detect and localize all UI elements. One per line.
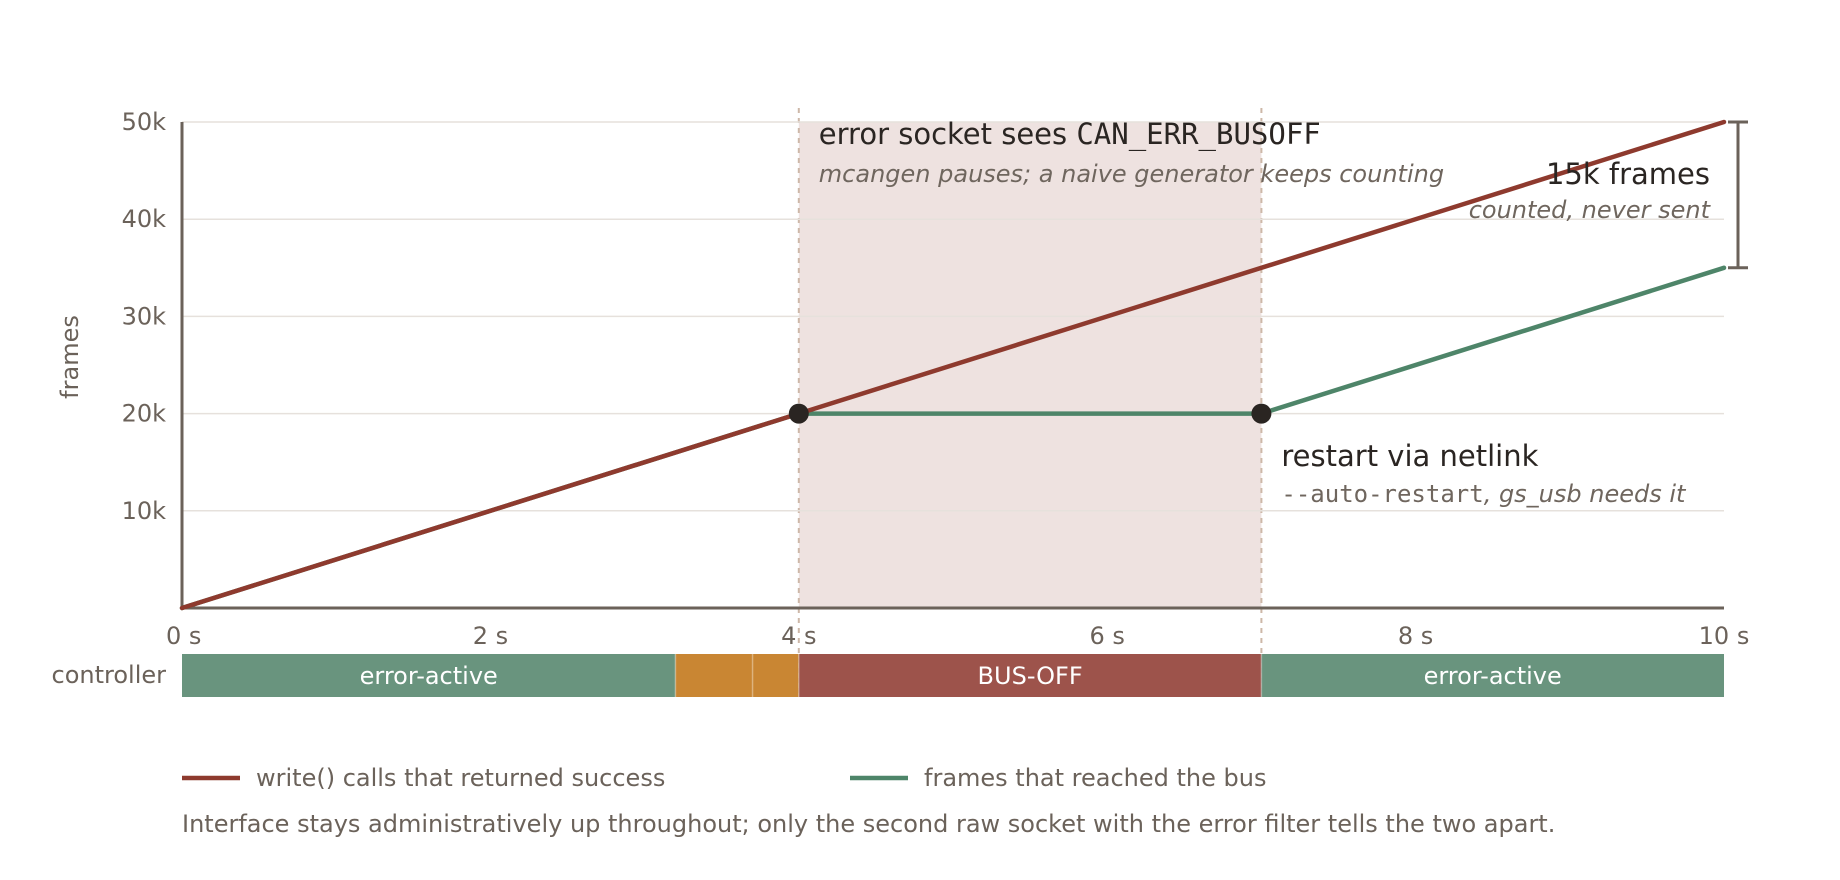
series-lines xyxy=(179,119,1727,611)
y-tick-label-0: 10k xyxy=(122,497,167,525)
restart-annotation-code: --auto-restart xyxy=(1281,480,1483,508)
gap-annotation-title: 15k frames xyxy=(1546,157,1710,191)
x-tick-label-4: 8 s xyxy=(1398,622,1433,650)
strip-segment-label-0: error-active xyxy=(360,662,498,690)
x-tick-label-3: 6 s xyxy=(1089,622,1124,650)
strip-segment-2 xyxy=(752,654,799,697)
restart-annotation-title: restart via netlink xyxy=(1281,439,1538,473)
strip-segment-0 xyxy=(182,654,676,697)
busoff-annotation-subtitle: mcangen pauses; a naive generator keeps … xyxy=(819,160,1444,188)
x-tick-label-5: 10 s xyxy=(1699,622,1750,650)
annotations: error socket sees CAN_ERR_BUSOFFmcangen … xyxy=(819,117,1748,508)
busoff-annotation-code: CAN_ERR_BUSOFF xyxy=(1076,117,1320,152)
legend: write() calls that returned success frame… xyxy=(182,764,1266,792)
axes: 10k 20k 30k 40k 50k 0 s 2 s 4 s 6 s 8 s 10 s frames xyxy=(56,108,1749,650)
controller-strip-label: controller xyxy=(52,661,167,689)
y-tick-label-4: 50k xyxy=(122,108,167,136)
strip-segment-3 xyxy=(798,654,1262,697)
legend-label-0: write() calls that returned success xyxy=(256,764,665,792)
x-tick-label-1: 2 s xyxy=(473,622,508,650)
restart-annotation-subtitle: --auto-restart, gs_usb needs it xyxy=(1281,480,1687,508)
strip-segment-4 xyxy=(1261,654,1724,697)
busoff-region-group xyxy=(797,108,1263,698)
strip-segment-label-4: error-active xyxy=(1424,662,1562,690)
controller-strip: controller error-active BUS-OFF error-activ… xyxy=(52,654,1724,697)
restart-annotation-rest: , gs_usb needs it xyxy=(1484,480,1687,508)
series-line-0 xyxy=(179,119,1727,611)
busoff-shaded-region xyxy=(798,122,1262,608)
legend-label-1: frames that reached the bus xyxy=(924,764,1266,792)
x-tick-label-2: 4 s xyxy=(781,622,816,650)
y-tick-label-3: 40k xyxy=(122,205,167,233)
gap-annotation-subtitle: counted, never sent xyxy=(1469,196,1712,224)
strip-segment-1 xyxy=(675,654,753,697)
marker-point-0 xyxy=(788,403,809,424)
x-tick-label-0: 0 s xyxy=(166,622,201,650)
strip-segment-label-3: BUS-OFF xyxy=(978,662,1083,690)
y-tick-label-2: 30k xyxy=(122,302,167,330)
busoff-annotation-title: error socket sees CAN_ERR_BUSOFF xyxy=(819,117,1321,152)
point-markers xyxy=(788,403,1272,424)
marker-point-1 xyxy=(1251,403,1272,424)
y-tick-label-1: 20k xyxy=(122,400,167,428)
busoff-annotation-prefix: error socket sees xyxy=(819,117,1077,151)
chart-caption: Interface stays administratively up thro… xyxy=(182,810,1555,838)
y-axis-title: frames xyxy=(56,315,84,399)
